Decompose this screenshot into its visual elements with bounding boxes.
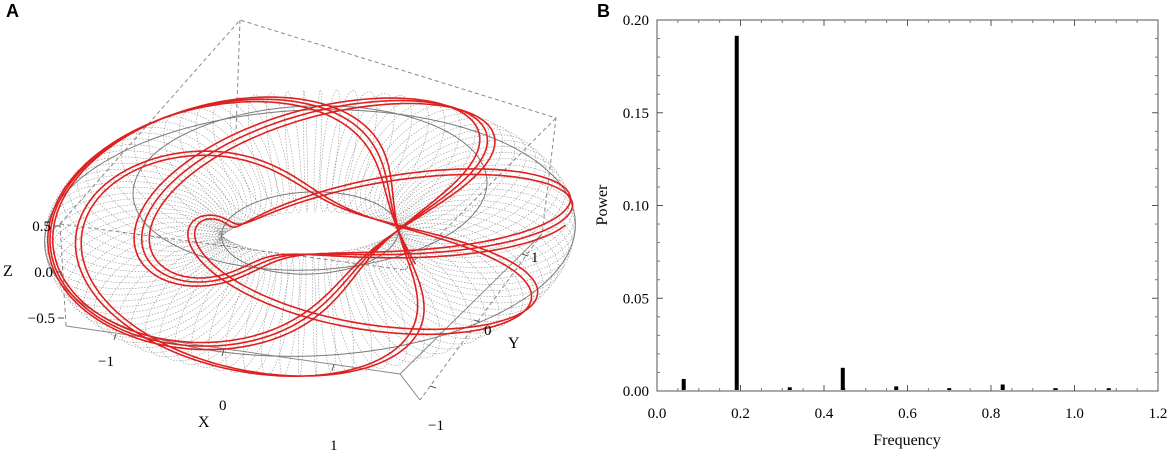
y-axis-title: Power [594, 184, 611, 226]
x-tick-label: 0.2 [731, 406, 750, 422]
spectrum-bar [1106, 388, 1111, 390]
x-axis-title: X [198, 414, 210, 431]
z-axis-title: Z [3, 263, 13, 280]
mesh-ring [130, 241, 251, 353]
mesh-ring [74, 225, 232, 327]
mesh-ring [397, 194, 573, 285]
mesh-ring [59, 217, 227, 314]
y-tick-label: 0.10 [623, 199, 649, 215]
mesh-ring [49, 208, 224, 302]
mesh-ring [394, 204, 565, 298]
spectrum-bar [681, 378, 686, 390]
mesh-outline [132, 105, 488, 271]
mesh-ring [372, 233, 500, 340]
mesh-ring [44, 198, 223, 290]
mesh-ring [381, 128, 527, 234]
x-tick-label: 0 [219, 398, 227, 414]
y-axis-title: Y [508, 335, 520, 352]
mesh-ring [397, 188, 575, 280]
mesh-ring [104, 236, 243, 343]
x-tick-label: 0.8 [982, 406, 1001, 422]
x-tick-label: 0.4 [815, 406, 834, 422]
spectrum-bar [734, 35, 739, 391]
mesh-ring [45, 186, 223, 278]
mesh-ring [212, 100, 278, 218]
mesh-ring [392, 209, 559, 304]
mesh-ring [298, 253, 307, 377]
panel-a-label: A [6, 1, 19, 21]
x-axis: −1 0 1 X [98, 333, 338, 454]
spectrum-panel: 0.0 0.2 0.4 0.6 0.8 1.0 1.2 0.000.050.100.150.… [594, 13, 1167, 449]
mesh-ring [55, 168, 226, 262]
torus-trajectory [47, 96, 574, 377]
z-tick-label: 0.5 [32, 219, 51, 235]
mesh-ring [208, 251, 277, 371]
mesh-ring [331, 91, 377, 213]
mesh-ring [397, 176, 576, 268]
y-tick-label: 0 [484, 323, 492, 339]
mesh-ring [312, 253, 318, 377]
mesh-ring [148, 116, 257, 227]
panel-b-label: B [597, 1, 610, 21]
x-tick-label: 1.0 [1065, 406, 1084, 422]
mesh-outline [44, 109, 576, 357]
plot-frame [656, 19, 1159, 392]
mesh-ring [117, 239, 247, 349]
mesh-ring [336, 250, 390, 369]
spectrum-bar [1053, 388, 1058, 390]
spectrum-bar [894, 386, 899, 390]
mesh-ring [144, 244, 256, 358]
mesh-ring [385, 134, 537, 237]
x-axis-title: Frequency [873, 432, 941, 449]
z-tick-label: 0.0 [34, 265, 53, 281]
x-ticks: 0.0 0.2 0.4 0.6 0.8 1.0 1.2 [648, 20, 1168, 422]
z-tick-label: −0.5 [28, 311, 55, 327]
x-tick-label: 0.6 [898, 406, 917, 422]
mesh-ring [376, 230, 512, 334]
mesh-ring [93, 232, 239, 338]
x-tick-label: −1 [98, 354, 114, 370]
mesh-ring [302, 89, 308, 213]
spectrum-bar [947, 388, 952, 390]
mesh-ring [50, 174, 224, 267]
mesh-ring [61, 162, 228, 257]
trajectory-line [47, 96, 574, 377]
mesh-ring [85, 144, 236, 244]
y-axis: 1 0 −1 Y [428, 250, 539, 434]
y-tick-label: 0.00 [623, 384, 649, 400]
spectrum-bar [1000, 384, 1005, 390]
y-tick-label: 0.20 [623, 13, 649, 29]
spectrum-bar [840, 367, 845, 390]
mesh-ring [174, 248, 266, 365]
mesh-ring [364, 108, 476, 222]
mesh-ring [390, 214, 552, 310]
mesh-ring [195, 103, 273, 220]
spectrum-bars [681, 35, 1111, 391]
z-axis: 0.5 0.0 −0.5 Z [3, 219, 64, 327]
y-ticks: 0.00 0.05 0.10 0.15 0.20 [623, 13, 1158, 400]
mesh-ring [384, 222, 535, 322]
bounding-box [59, 19, 557, 401]
mesh-ring [398, 182, 576, 274]
y-tick-label: −1 [428, 418, 444, 434]
x-tick-label: 0.0 [648, 406, 667, 422]
x-tick-label: 1.2 [1149, 406, 1168, 422]
mesh-ring [133, 121, 252, 229]
torus-panel: 0.5 0.0 −0.5 Z −1 0 1 X 1 0 −1 Y [3, 19, 576, 454]
x-tick-label: 1 [330, 438, 338, 454]
y-tick-label: 0.05 [623, 291, 649, 307]
mesh-ring [396, 199, 570, 292]
y-tick-label: 1 [531, 250, 539, 266]
mesh-ring [313, 89, 322, 213]
mesh-ring [368, 237, 487, 345]
spectrum-bar [787, 387, 792, 390]
mesh-outline [220, 191, 400, 275]
y-tick-label: 0.15 [623, 106, 649, 122]
mesh-ring [369, 113, 490, 225]
mesh-ring [44, 192, 222, 284]
mesh-ring [179, 107, 267, 222]
